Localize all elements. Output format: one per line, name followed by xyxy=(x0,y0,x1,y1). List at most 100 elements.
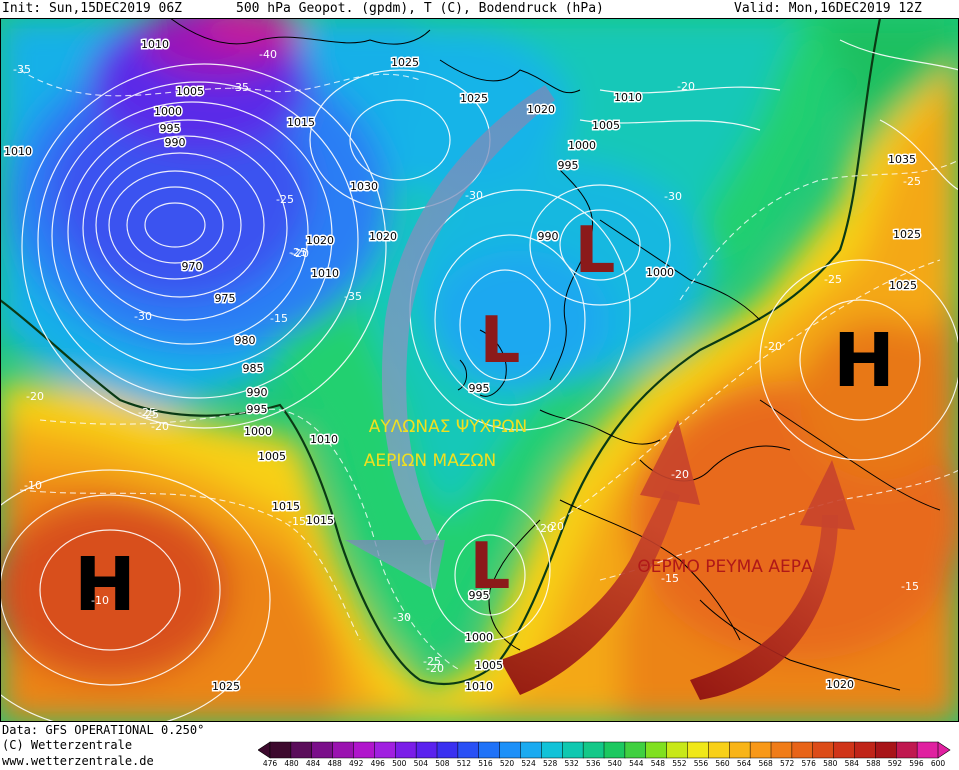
colorbar-swatch xyxy=(582,741,605,759)
temperature-label: -20 xyxy=(26,390,44,403)
isobar-label: 1020 xyxy=(527,103,555,116)
isobar-label: 1025 xyxy=(893,228,921,241)
colorbar-swatch xyxy=(269,741,292,759)
svg-text:-35: -35 xyxy=(231,81,249,94)
svg-text:-10: -10 xyxy=(91,594,109,607)
colorbar-swatch xyxy=(896,741,918,759)
colorbar-swatch xyxy=(311,741,334,759)
colorbar-tick-label: 544 xyxy=(629,759,644,768)
isobar-label: 985 xyxy=(243,362,264,375)
svg-text:-20: -20 xyxy=(677,80,695,93)
temperature-label: -30 xyxy=(134,310,152,323)
temperature-label: -25 xyxy=(141,408,159,421)
isobar-label: 1010 xyxy=(465,680,493,693)
colorbar-tick-label: 476 xyxy=(262,759,278,768)
colorbar-swatch xyxy=(791,741,814,759)
isobar-label: 970 xyxy=(182,260,203,273)
temperature-label: -20 xyxy=(671,468,689,481)
colorbar-swatch xyxy=(770,741,793,759)
colorbar-tick-label: 492 xyxy=(349,759,364,768)
svg-text:-15: -15 xyxy=(270,312,288,325)
colorbar-swatch xyxy=(374,741,396,759)
product-description: 500 hPa Geopot. (gpdm), T (C), Bodendruc… xyxy=(236,1,604,16)
temperature-label: -40 xyxy=(259,48,277,61)
svg-text:-25: -25 xyxy=(276,193,294,206)
isobar-label: 995 xyxy=(558,159,579,172)
isobar-label: 1025 xyxy=(889,279,917,292)
isobar-label: 1015 xyxy=(272,500,300,513)
svg-text:-25: -25 xyxy=(289,246,307,259)
geopotential-field: L L L H H ΑΥΛΩΝΑΣ ΨΥΧΡΩΝ ΑΕΡΙΩΝ ΜΑΖΩΝ ΘΕ… xyxy=(0,18,959,722)
isobar-label: 980 xyxy=(235,334,256,347)
colorbar-tick-label: 524 xyxy=(521,759,536,768)
svg-text:-25: -25 xyxy=(141,408,159,421)
isobar-label: 1015 xyxy=(306,514,334,527)
high-pressure-marker: H xyxy=(74,542,136,628)
colorbar-tick-label: 596 xyxy=(909,759,924,768)
isobar-label: 995 xyxy=(247,403,268,416)
svg-text:-40: -40 xyxy=(259,48,277,61)
colorbar-swatch xyxy=(687,741,709,759)
isobar-label: 1000 xyxy=(154,105,182,118)
colorbar-swatch xyxy=(603,741,626,759)
colorbar-tick-label: 504 xyxy=(413,759,428,768)
temperature-label: -25 xyxy=(423,655,441,668)
low-pressure-marker: L xyxy=(470,530,511,604)
svg-text:-20: -20 xyxy=(26,390,44,403)
colorbar-tick-label: 552 xyxy=(672,759,687,768)
isobar-label: 1000 xyxy=(568,139,596,152)
colorbar-tick-label: 484 xyxy=(305,759,321,768)
colorbar-swatch xyxy=(812,741,835,759)
colorbar-swatch xyxy=(541,741,563,759)
temperature-label: -20 xyxy=(291,247,309,260)
colorbar-tick-label: 588 xyxy=(866,759,881,768)
colorbar-swatch xyxy=(353,741,375,759)
high-pressure-marker: H xyxy=(833,318,895,404)
isobar-label: 1000 xyxy=(646,266,674,279)
isobar-label: 1030 xyxy=(350,180,378,193)
colorbar-swatch xyxy=(645,741,668,759)
colorbar-swatch xyxy=(833,741,856,759)
isobar-label: 1020 xyxy=(306,234,334,247)
isobar-label: 1005 xyxy=(176,85,204,98)
isobar-label: 1010 xyxy=(310,433,338,446)
colorbar-swatch xyxy=(436,741,459,759)
colorbar-tick-label: 516 xyxy=(478,759,493,768)
temperature-label: -20 xyxy=(677,80,695,93)
svg-text:-35: -35 xyxy=(344,290,362,303)
temperature-label: -30 xyxy=(393,611,411,624)
colorbar-tick-label: 512 xyxy=(456,759,472,768)
colorbar-swatch xyxy=(457,741,480,759)
colorbar-swatch xyxy=(478,741,501,759)
temperature-label: -20 xyxy=(546,520,564,533)
colorbar-tick-label: 568 xyxy=(758,759,773,768)
isobar-label: 1005 xyxy=(592,119,620,132)
temperature-label: -20 xyxy=(536,522,554,535)
isobar-label: 990 xyxy=(247,386,268,399)
colorbar-tick-label: 508 xyxy=(435,759,450,768)
isobar-label: 1000 xyxy=(465,631,493,644)
isobar-label: 975 xyxy=(215,292,236,305)
temperature-label: -25 xyxy=(138,406,156,419)
svg-text:-25: -25 xyxy=(903,175,921,188)
temperature-label: -15 xyxy=(661,572,679,585)
isobar-label: 1000 xyxy=(244,425,272,438)
temperature-label: -20 xyxy=(764,340,782,353)
isobar-label: 995 xyxy=(160,122,181,135)
isobars xyxy=(0,39,959,722)
colorbar-swatch xyxy=(395,741,417,759)
isobar-labels: 1010100510009959909709759809859909951000… xyxy=(3,37,923,695)
colorbar-swatch xyxy=(875,741,897,759)
colorbar-swatch xyxy=(562,741,584,759)
colorbar-tick-label: 576 xyxy=(801,759,816,768)
colorbar-tick-label: 532 xyxy=(564,759,579,768)
colorbar-tick-label: 496 xyxy=(370,759,385,768)
svg-text:-20: -20 xyxy=(764,340,782,353)
colorbar-swatch xyxy=(332,741,355,759)
colorbar-swatch xyxy=(499,741,522,759)
colorbar-tick-label: 548 xyxy=(650,759,666,768)
colorbar-tick-label: 560 xyxy=(715,759,730,768)
svg-text:-30: -30 xyxy=(134,310,152,323)
isobar-label: 1010 xyxy=(4,145,32,158)
colorbar-tick-label: 572 xyxy=(779,759,795,768)
